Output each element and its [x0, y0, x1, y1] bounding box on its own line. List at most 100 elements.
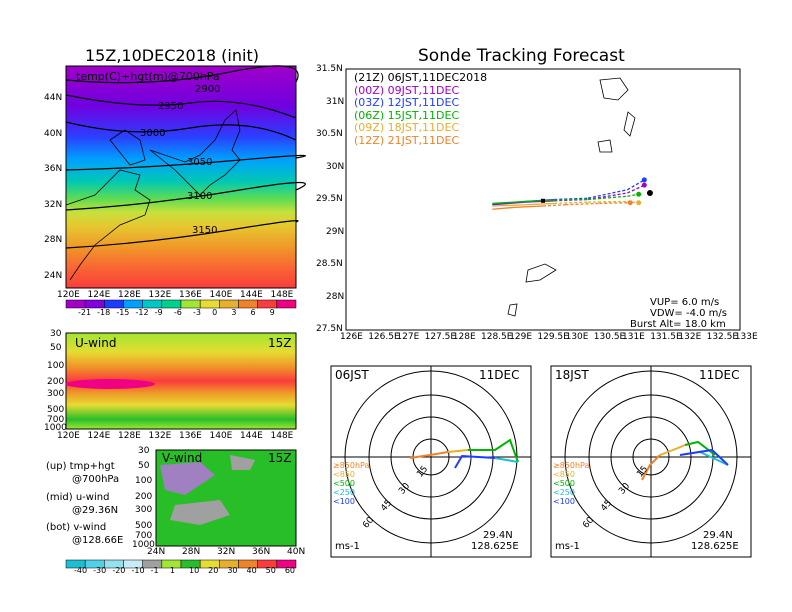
track-segment: [554, 197, 589, 201]
level-label: ≥850hPa: [553, 461, 590, 470]
track-segment: [565, 202, 600, 206]
colorbar-label: -40: [74, 566, 88, 575]
p-tick: 50: [138, 461, 150, 471]
lon-tick: 120E: [57, 290, 80, 300]
lat-tick: 36N: [44, 164, 63, 174]
lon-tick: 140E: [209, 290, 233, 300]
v-wind-title: V-wind: [162, 451, 203, 465]
lon-tick: 129.5E: [537, 332, 569, 342]
hodo-pos2: 128.625E: [471, 541, 519, 552]
track-segment: [526, 202, 555, 206]
hodo-pos1: 29.4N: [703, 530, 733, 541]
island-outline: [525, 263, 557, 283]
lon-tick: 124E: [87, 290, 111, 300]
desc-up: (up) tmp+hgt: [46, 461, 115, 472]
contour-label: 2950: [158, 101, 184, 112]
p-tick: 700: [135, 531, 153, 541]
lon-tick: 136E: [179, 431, 202, 441]
contour-label: 3150: [192, 225, 218, 236]
hodo-date: 11DEC: [479, 368, 520, 382]
map-field-label: temp(C)+hgt(m)@700hPa: [76, 70, 220, 83]
island-outline: [623, 111, 636, 137]
legend-entry: (12Z) 21JST,11DEC: [354, 133, 460, 147]
p-tick: 700: [47, 415, 65, 425]
level-label: <850: [333, 470, 355, 479]
lon-tick: 132E: [148, 290, 172, 300]
colorbar-label: -20: [112, 566, 126, 575]
p-tick: 100: [47, 361, 65, 371]
level-label: <250: [333, 488, 355, 497]
colorbar-label: 10: [189, 566, 200, 575]
lon-tick: 129E: [509, 332, 533, 342]
lat-tick: 27.5N: [316, 324, 343, 334]
lat-tick: 31.5N: [316, 64, 343, 74]
lat-tick: 36N: [252, 547, 271, 557]
contour-label: 3000: [140, 128, 166, 139]
lat-tick: 29.5N: [316, 194, 343, 204]
lon-tick: 140E: [209, 431, 233, 441]
track-endpoint: [627, 200, 633, 206]
hodo-time: 18JST: [555, 368, 589, 382]
island-outline: [507, 303, 518, 317]
launch-point: [646, 189, 653, 196]
p-tick: 50: [50, 343, 62, 353]
colorbar-label: -3: [193, 308, 201, 317]
track-segment: [492, 206, 515, 210]
track-segment: [526, 199, 555, 203]
track-segment: [492, 200, 527, 205]
track-endpoint: [641, 182, 647, 188]
p-tick: 200: [47, 377, 65, 387]
lon-tick: 126.5E: [368, 332, 400, 342]
colorbar-label: 30: [227, 566, 238, 575]
colorbar-label: -18: [97, 308, 111, 317]
island-outline: [597, 139, 613, 153]
p-tick: 100: [135, 476, 153, 486]
p-tick: 1000: [44, 423, 67, 433]
colorbar-label: 9: [269, 308, 275, 317]
lon-tick: 128E: [452, 332, 476, 342]
lat-tick: 40N: [44, 128, 63, 139]
hodo-trace: [468, 438, 519, 463]
colorbar-label: 20: [208, 566, 219, 575]
desc-mid2: @29.36N: [72, 505, 119, 516]
track-segment: [542, 204, 566, 207]
island-outline: [599, 77, 629, 101]
colorbar-label: 6: [250, 308, 256, 317]
colorbar-label: 60: [284, 566, 296, 575]
lat-tick: 40N: [287, 547, 306, 557]
colorbar-label: 3: [231, 308, 237, 317]
track-segment: [492, 204, 527, 207]
contour-label: 2900: [195, 84, 221, 95]
track-segment: [587, 195, 628, 201]
v-wind-time: 15Z: [268, 451, 292, 465]
lon-tick: 131.5E: [650, 332, 682, 342]
legend-entry: (00Z) 09JST,11DEC: [354, 83, 460, 97]
p-tick: 500: [47, 405, 65, 415]
track-segment: [627, 193, 639, 197]
lon-tick: 132E: [148, 431, 172, 441]
colorbar-label: -30: [93, 566, 107, 575]
lat-tick: 29N: [326, 226, 345, 237]
desc-mid: (mid) u-wind: [46, 492, 110, 503]
lon-tick: 128E: [118, 290, 141, 300]
lon-tick: 136E: [179, 290, 202, 300]
hodo-trace: [447, 449, 469, 453]
colorbar-label: -1: [150, 566, 159, 575]
lat-tick: 24N: [44, 270, 63, 281]
lat-tick: 28.5N: [316, 259, 343, 269]
lat-tick: 28N: [182, 547, 201, 557]
level-label: <250: [553, 488, 575, 497]
lon-tick: 130.5E: [593, 332, 626, 342]
lon-tick: 126E: [340, 332, 363, 342]
lat-tick: 31N: [326, 96, 345, 107]
level-label: <100: [333, 497, 355, 506]
track-endpoint: [636, 200, 642, 206]
colorbar-label: 1: [169, 566, 175, 575]
hodo-pos1: 29.4N: [483, 530, 513, 541]
u-wind-title: U-wind: [75, 336, 117, 350]
desc-bot2: @128.66E: [72, 535, 124, 546]
track-segment: [492, 201, 527, 206]
hodo-trace: [659, 444, 686, 456]
lat-tick: 32N: [217, 547, 236, 557]
track-segment: [588, 200, 628, 203]
